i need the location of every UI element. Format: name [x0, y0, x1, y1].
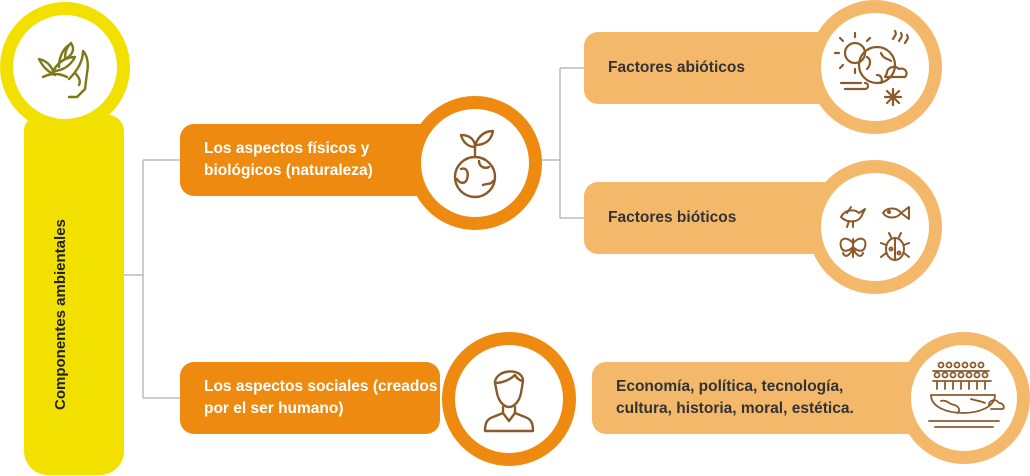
hands-plant-icon [37, 41, 89, 99]
plant-globe-icon [453, 129, 497, 199]
abiotic-icon-circle [808, 0, 942, 134]
root-icon-circle [13, 15, 117, 119]
branch-natural-icon-circle [408, 96, 542, 230]
social-factors-icon-circle [898, 332, 1030, 464]
person-icon [483, 370, 535, 433]
biotic-icon-circle [808, 160, 942, 294]
root-pill [24, 115, 124, 475]
branch-natural-box: Los aspectos físicos y biológicos (natur… [180, 124, 440, 196]
weather-globe-icon [833, 29, 909, 107]
branch-social-box: Los aspectos sociales (creados por el se… [180, 362, 440, 434]
branch-social-icon-circle [442, 332, 576, 466]
abiotic-label: Factores abióticos [608, 59, 745, 76]
animals-icon [839, 206, 910, 261]
root-label: Componentes ambientales [52, 219, 69, 410]
biotic-label: Factores bióticos [608, 209, 737, 226]
social-factors-label: Economía, política, tecnología, cultura,… [616, 378, 854, 417]
crowd-world-icon [928, 361, 1005, 428]
branch-natural-label: Los aspectos físicos y biológicos (natur… [204, 140, 373, 179]
branch-social-label: Los aspectos sociales (creados por el se… [204, 378, 438, 417]
social-factors-box: Economía, política, tecnología, cultura,… [592, 362, 932, 434]
